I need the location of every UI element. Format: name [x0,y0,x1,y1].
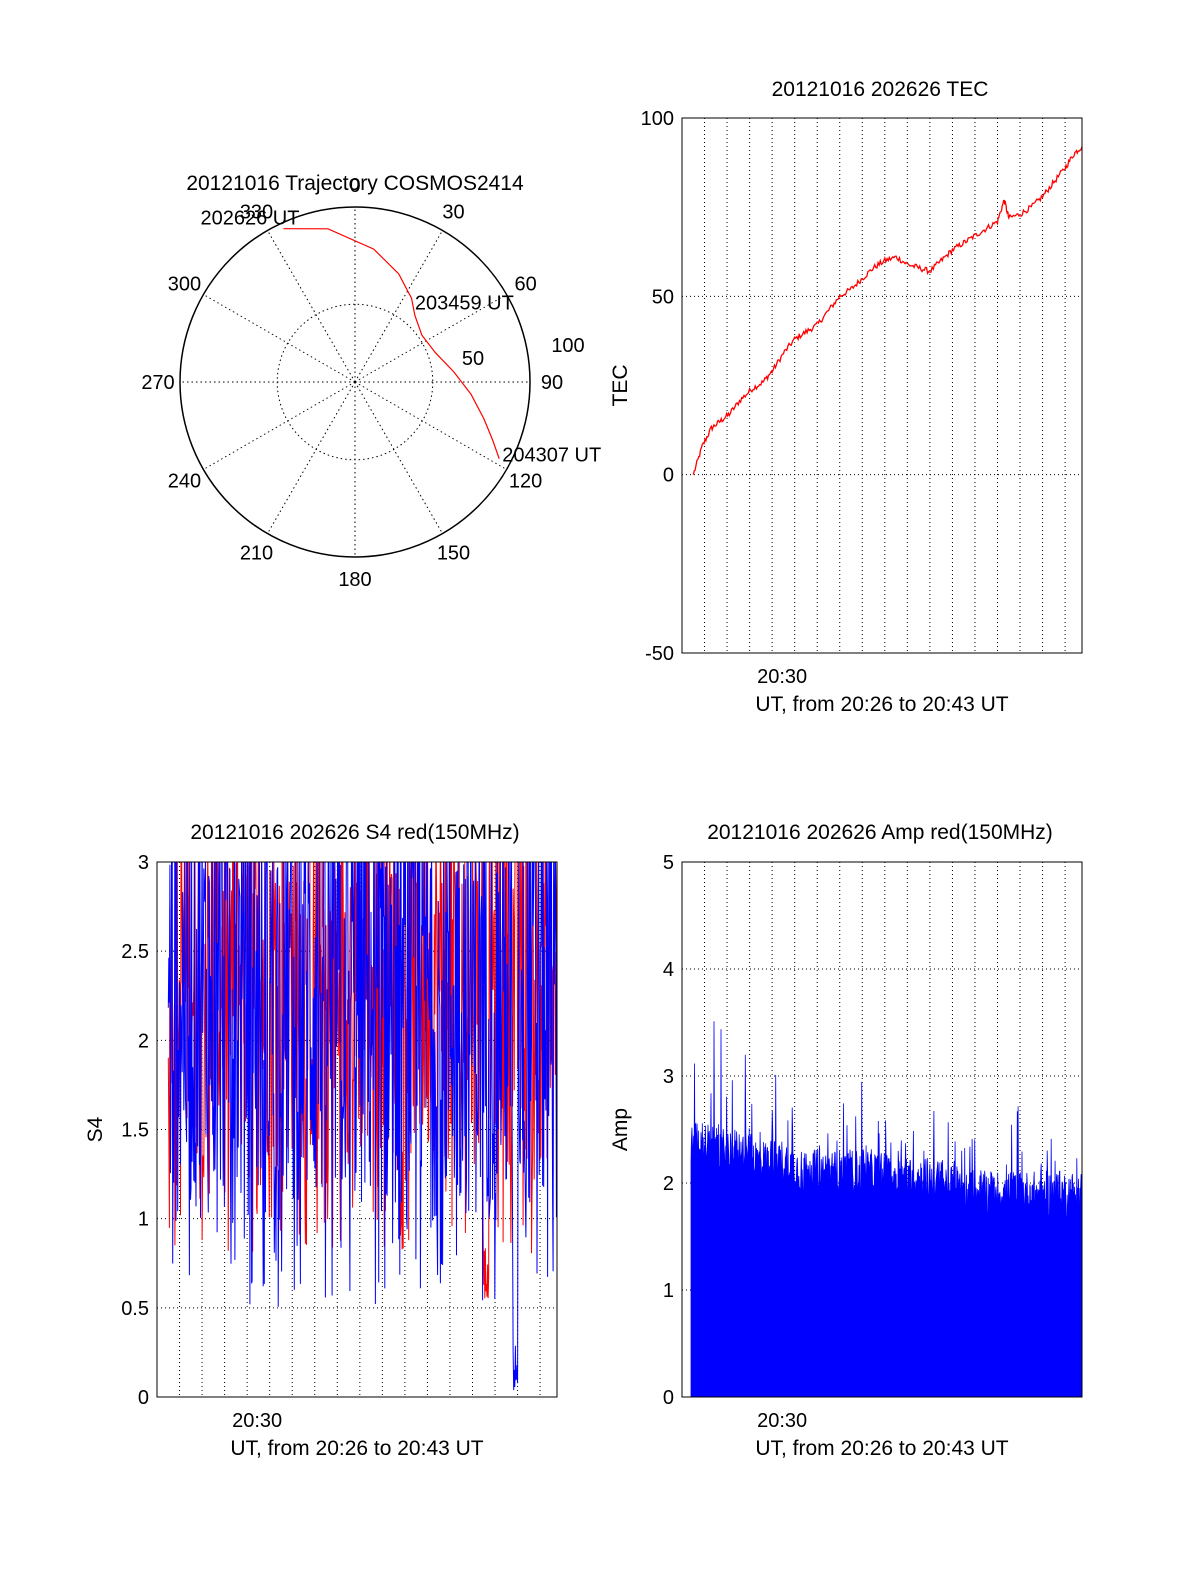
s4-panel: 20121016 202626 S4 red(150MHz) 3 2.5 2 1.5 1… [84,821,558,1460]
polar-azimuth-label: 240 [168,471,201,493]
amp-series [690,1021,1083,1398]
y-tick-label: 4 [663,959,674,981]
track-time-labels: 202626 UT 203459 UT 204307 UT [201,208,602,467]
polar-grid [179,206,531,558]
tec-x-axis-label: UT, from 20:26 to 20:43 UT [755,693,1008,716]
x-tick-label: 20:30 [757,1410,807,1432]
amp-title: 20121016 202626 Amp red(150MHz) [707,821,1053,844]
track-time-label: 203459 UT [415,293,514,315]
polar-azimuth-label: 120 [509,471,542,493]
y-tick-label: 2.5 [121,941,149,963]
tec-plot-frame [681,117,1083,654]
tec-panel: 20121016 202626 TEC 100 50 0 -50 20:30 UT, … [609,78,1083,716]
satellite-track [283,228,500,459]
polar-azimuth-label: 150 [437,543,470,565]
amp-y-tick-labels: 5 4 3 2 1 0 [663,852,674,1409]
s4-blue-series [167,862,557,1391]
polar-azimuth-labels: 0 30 60 90 120 150 180 210 240 270 300 330 [141,175,563,591]
tec-line [692,146,1083,475]
y-tick-label: 100 [641,108,674,130]
polar-azimuth-label: 330 [240,201,273,223]
polar-ring-labels: 50 100 [462,335,585,370]
y-tick-label: 3 [138,852,149,874]
y-tick-label: 0 [663,465,674,487]
y-tick-label: -50 [645,643,674,665]
s4-x-tick-labels: 20:30 [232,1410,282,1432]
y-tick-label: 0 [663,1387,674,1409]
x-tick-label: 20:30 [232,1410,282,1432]
polar-title: 20121016 Trajectory COSMOS2414 [186,172,524,195]
s4-y-tick-labels: 3 2.5 2 1.5 1 0.5 0 [121,852,149,1409]
polar-ring-label: 50 [462,348,484,370]
polar-azimuth-label: 60 [514,274,536,296]
tec-y-tick-labels: 100 50 0 -50 [641,108,674,665]
polar-spoke [354,381,507,470]
tec-grid [682,118,1082,653]
polar-azimuth-label: 210 [240,543,273,565]
tec-x-tick-labels: 20:30 [757,666,807,688]
polar-azimuth-label: 30 [442,201,464,223]
s4-x-axis-label: UT, from 20:26 to 20:43 UT [230,1437,483,1460]
polar-azimuth-label: 300 [168,274,201,296]
s4-y-axis-label: S4 [84,1116,107,1142]
amp-area [690,1021,1083,1398]
amp-panel: 20121016 202626 Amp red(150MHz) 5 4 3 2 1 0 2… [609,821,1083,1460]
y-tick-label: 0 [138,1387,149,1409]
y-tick-label: 1.5 [121,1120,149,1142]
y-tick-label: 0.5 [121,1298,149,1320]
s4-plot-frame [156,861,558,1398]
tec-title: 20121016 202626 TEC [772,78,989,101]
y-tick-label: 50 [652,286,674,308]
polar-ring-label: 100 [551,335,584,357]
y-tick-label: 2 [138,1030,149,1052]
s4-title: 20121016 202626 S4 red(150MHz) [190,821,519,844]
y-tick-label: 1 [663,1280,674,1302]
track-time-label: 202626 UT [201,208,300,230]
x-tick-label: 20:30 [757,666,807,688]
polar-azimuth-label: 270 [141,372,174,394]
y-tick-label: 5 [663,852,674,874]
y-tick-label: 2 [663,1173,674,1195]
tec-series [692,146,1083,475]
amp-y-axis-label: Amp [609,1108,632,1151]
polar-azimuth-label: 180 [338,569,371,591]
polar-spoke [267,230,356,383]
polar-trajectory-panel: 20121016 Trajectory COSMOS2414 0 30 60 90 12… [141,172,601,591]
amp-plot-frame [681,861,1083,1398]
track-time-label: 204307 UT [502,445,601,467]
y-tick-label: 1 [138,1209,149,1231]
polar-azimuth-label: 0 [349,175,360,197]
polar-outer-ring [179,206,531,558]
amp-x-tick-labels: 20:30 [757,1410,807,1432]
y-tick-label: 3 [663,1066,674,1088]
tec-y-axis-label: TEC [609,365,632,407]
s4-series [167,862,557,1391]
amp-x-axis-label: UT, from 20:26 to 20:43 UT [755,1437,1008,1460]
polar-azimuth-label: 90 [541,372,563,394]
